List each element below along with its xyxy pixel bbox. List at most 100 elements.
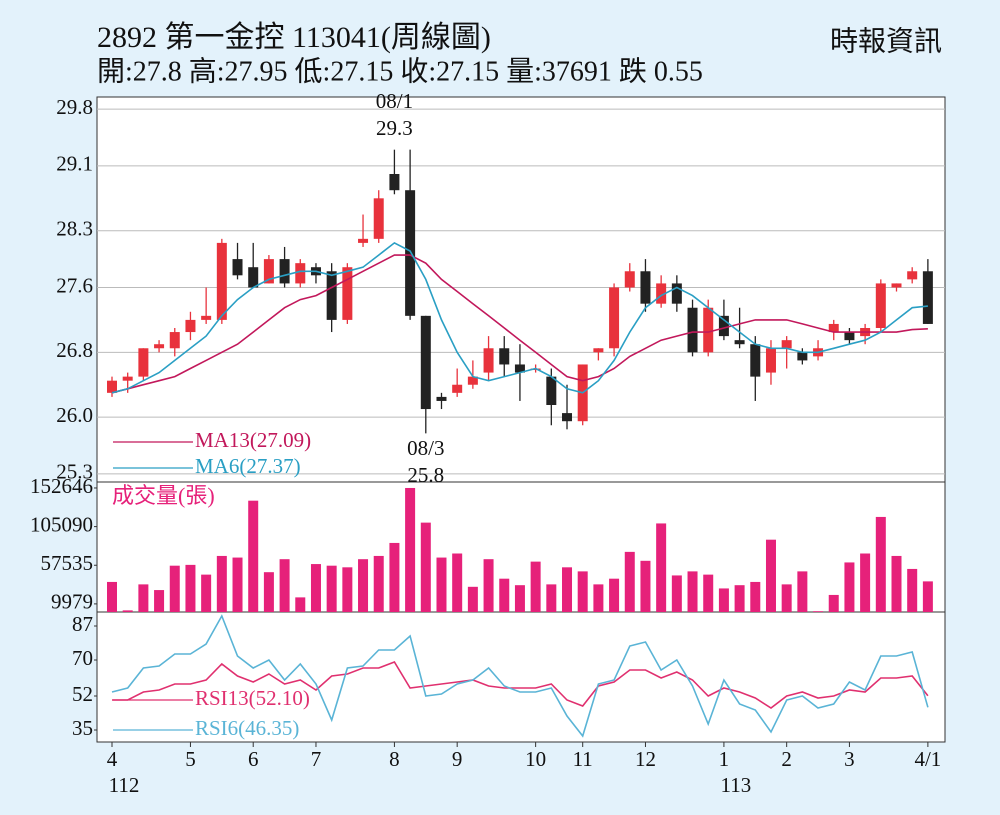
candle-body <box>640 271 651 304</box>
candle-body <box>750 344 761 377</box>
y-tick-label: 35 <box>72 716 93 740</box>
chart-subtitle: 開:27.8 高:27.95 低:27.15 收:27.15 量:37691 跌… <box>97 55 703 87</box>
candle-body <box>436 396 447 401</box>
plot-area <box>96 96 946 743</box>
volume-bar <box>452 553 463 612</box>
y-tick-label: 26.8 <box>56 338 93 362</box>
volume-bar <box>467 586 478 612</box>
candle-body <box>593 348 604 353</box>
series-line <box>112 661 929 709</box>
candle-body <box>797 352 808 361</box>
annotation-date: 08/3 <box>407 436 444 460</box>
volume-bar <box>562 567 573 612</box>
volume-bar <box>295 597 306 612</box>
x-year-label: 112 <box>109 773 140 797</box>
candle-body <box>389 174 400 191</box>
volume-bar <box>781 584 792 612</box>
candle-body <box>263 259 274 284</box>
annotation-date: 08/1 <box>376 89 413 113</box>
volume-bar <box>734 585 745 612</box>
y-tick-label: 29.8 <box>56 95 93 119</box>
candle-body <box>201 315 212 320</box>
x-tick-label: 1 <box>719 747 730 771</box>
volume-bar <box>624 551 635 612</box>
volume-bar <box>169 565 180 612</box>
legend-label: MA13(27.09) <box>195 428 311 452</box>
candle-body <box>609 287 620 349</box>
candle-body <box>232 259 243 276</box>
candle-body <box>279 259 290 284</box>
y-tick-label: 105090 <box>30 512 93 536</box>
candle-body <box>875 283 886 328</box>
volume-bar <box>813 611 824 612</box>
candle-body <box>342 267 353 320</box>
volume-bar <box>656 523 667 612</box>
x-tick-label: 4 <box>107 747 118 771</box>
volume-bar <box>499 578 510 612</box>
y-tick-label: 28.3 <box>56 217 93 241</box>
candle-body <box>169 332 180 349</box>
volume-bar <box>844 562 855 612</box>
volume-bar <box>420 522 431 612</box>
candle-body <box>562 413 573 422</box>
source: 時報資訊 <box>830 25 942 57</box>
volume-bar <box>875 516 886 612</box>
x-tick-label: 2 <box>781 747 792 771</box>
volume-bar <box>310 564 321 612</box>
legend-label: RSI13(52.10) <box>195 686 310 710</box>
volume-bar <box>671 575 682 612</box>
volume-bar <box>609 578 620 612</box>
y-tick-label: 26.0 <box>56 403 93 427</box>
volume-bar <box>577 571 588 612</box>
candle-body <box>624 271 635 288</box>
volume-bar <box>828 594 839 612</box>
candle-body <box>891 283 902 288</box>
x-tick-label: 7 <box>311 747 322 771</box>
volume-bar <box>216 555 227 612</box>
candle-body <box>922 271 933 324</box>
candle-body <box>185 319 196 333</box>
x-year-label: 113 <box>721 773 752 797</box>
candle-body <box>781 340 792 349</box>
volume-bar <box>750 581 761 612</box>
x-tick-label: 5 <box>185 747 196 771</box>
volume-bar <box>640 560 651 612</box>
y-tick-label: 27.6 <box>56 273 93 297</box>
candle-body <box>687 307 698 353</box>
volume-bar <box>687 571 698 612</box>
volume-bar <box>326 565 337 612</box>
y-tick-label: 152646 <box>30 474 93 498</box>
x-tick-label: 9 <box>452 747 463 771</box>
volume-bar <box>185 564 196 612</box>
volume-bar <box>138 584 149 612</box>
volume-bar <box>389 542 400 612</box>
volume-bar <box>154 590 165 612</box>
candle-body <box>373 198 384 239</box>
volume-bar <box>201 574 212 612</box>
x-tick-label: 11 <box>573 747 593 771</box>
series-line <box>111 614 929 738</box>
candle-body <box>907 271 918 280</box>
candle-body <box>216 242 227 320</box>
x-tick-label: 3 <box>844 747 855 771</box>
volume-bar <box>405 487 416 612</box>
candle-body <box>326 271 337 320</box>
candle-body <box>499 348 510 365</box>
volume-bar <box>922 581 933 612</box>
volume-bar <box>514 585 525 612</box>
volume-bar <box>546 584 557 612</box>
volume-bar <box>248 500 259 612</box>
candle-body <box>718 315 729 337</box>
volume-bar <box>263 572 274 612</box>
y-tick-label: 25.3 <box>56 460 93 484</box>
volume-bar <box>891 555 902 612</box>
volume-bar <box>483 559 494 612</box>
x-tick-label: 8 <box>389 747 400 771</box>
candle-body <box>765 348 776 373</box>
candle-body <box>828 323 839 333</box>
volume-bar <box>907 568 918 612</box>
candle-body <box>546 376 557 405</box>
y-tick-label: 9979 <box>51 590 93 614</box>
candle-body <box>358 238 369 243</box>
